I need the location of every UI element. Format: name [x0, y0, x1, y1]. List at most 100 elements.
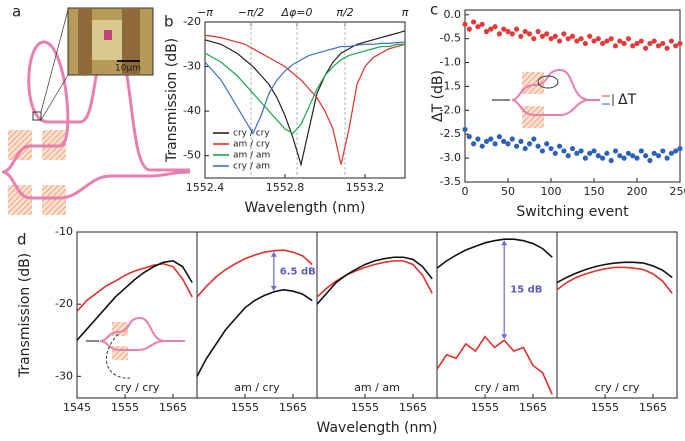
device-schematic: a 10μm	[1, 3, 191, 215]
panel-label: a	[12, 3, 21, 21]
x-tick-label: 100	[541, 185, 562, 198]
plot-frame	[76, 231, 198, 399]
pad	[42, 185, 66, 215]
point	[565, 36, 571, 42]
line	[196, 249, 313, 298]
point	[518, 33, 524, 39]
zoom-line	[40, 9, 69, 113]
line	[204, 34, 406, 165]
line	[76, 260, 193, 341]
pad	[522, 72, 544, 94]
legend-label: am / am	[233, 151, 270, 161]
point	[488, 136, 494, 142]
scale-bar-label: 10μm	[115, 64, 141, 74]
line	[204, 30, 406, 167]
point	[668, 38, 675, 44]
point	[492, 24, 498, 30]
x2-tick-label: Δφ=0	[281, 6, 313, 19]
point	[548, 145, 554, 152]
y-tick-label: -3.0	[440, 151, 461, 164]
panel-caption: am / am	[354, 381, 400, 394]
point	[673, 43, 679, 49]
point	[617, 38, 623, 44]
legend-label: cry / cry	[233, 129, 270, 139]
y-tick-label: -30	[183, 60, 201, 73]
point	[643, 153, 649, 159]
point	[557, 143, 563, 149]
point	[647, 40, 653, 47]
point	[608, 36, 614, 42]
panel-label: d	[17, 231, 27, 249]
pad	[522, 106, 544, 128]
point	[604, 38, 610, 44]
point	[634, 155, 640, 161]
x-tick-label: 1555	[471, 401, 499, 414]
y-tick-label: -20	[183, 15, 201, 28]
point	[557, 38, 563, 44]
line	[196, 288, 313, 377]
point	[634, 40, 640, 47]
point	[574, 150, 580, 156]
point	[612, 43, 619, 49]
x-tick-label: 1565	[279, 401, 307, 414]
point	[630, 43, 636, 49]
point	[501, 138, 507, 144]
point	[664, 155, 670, 161]
point	[565, 153, 571, 159]
annotation: 15 dB	[510, 285, 542, 296]
point	[488, 26, 494, 32]
point	[569, 145, 576, 152]
line	[316, 260, 433, 298]
plot-frame	[204, 21, 406, 179]
y-axis-title: Transmission (dB)	[17, 253, 33, 378]
point	[677, 40, 683, 47]
y-tick-label: -10	[55, 225, 73, 238]
point	[655, 153, 662, 159]
waveguide	[1, 170, 191, 200]
point	[514, 26, 520, 32]
point	[471, 141, 477, 147]
point	[509, 31, 515, 37]
point	[582, 40, 589, 47]
panel-label: b	[164, 13, 174, 31]
inset-schematic	[492, 68, 614, 128]
panel-caption: cry / cry	[595, 381, 640, 394]
point	[638, 38, 644, 44]
plot-frame	[436, 231, 558, 399]
point	[466, 26, 472, 32]
point	[531, 136, 537, 142]
line	[316, 256, 433, 305]
point	[535, 28, 541, 35]
panel-caption: cry / cry	[115, 381, 160, 394]
point	[561, 31, 567, 37]
y-tick-label: -3.5	[440, 175, 461, 188]
point	[625, 150, 632, 156]
waveguide	[511, 68, 600, 101]
point	[578, 36, 584, 42]
point	[479, 21, 485, 27]
point	[604, 150, 610, 156]
line	[556, 266, 673, 294]
point	[483, 28, 490, 35]
x-tick-label: 1565	[639, 401, 667, 414]
x-tick-label: 1565	[399, 401, 427, 414]
pad	[8, 185, 32, 215]
point	[535, 143, 541, 149]
x-axis-title: Wavelength (nm)	[245, 200, 366, 216]
micrograph	[78, 8, 92, 75]
y-axis-title: ΔT (dB)	[430, 70, 446, 122]
y-tick-label: 0.0	[444, 8, 462, 21]
panel-label: c	[430, 1, 438, 19]
point	[664, 45, 670, 51]
y-tick-label: -0.5	[440, 32, 461, 45]
y-tick-label: -2.5	[440, 127, 461, 140]
point	[552, 150, 558, 156]
line	[436, 238, 553, 269]
point	[471, 19, 477, 25]
y-tick-label: -30	[55, 369, 73, 382]
point	[578, 148, 584, 154]
point	[608, 157, 614, 164]
point	[531, 36, 537, 42]
point	[539, 33, 546, 39]
point	[651, 38, 657, 44]
